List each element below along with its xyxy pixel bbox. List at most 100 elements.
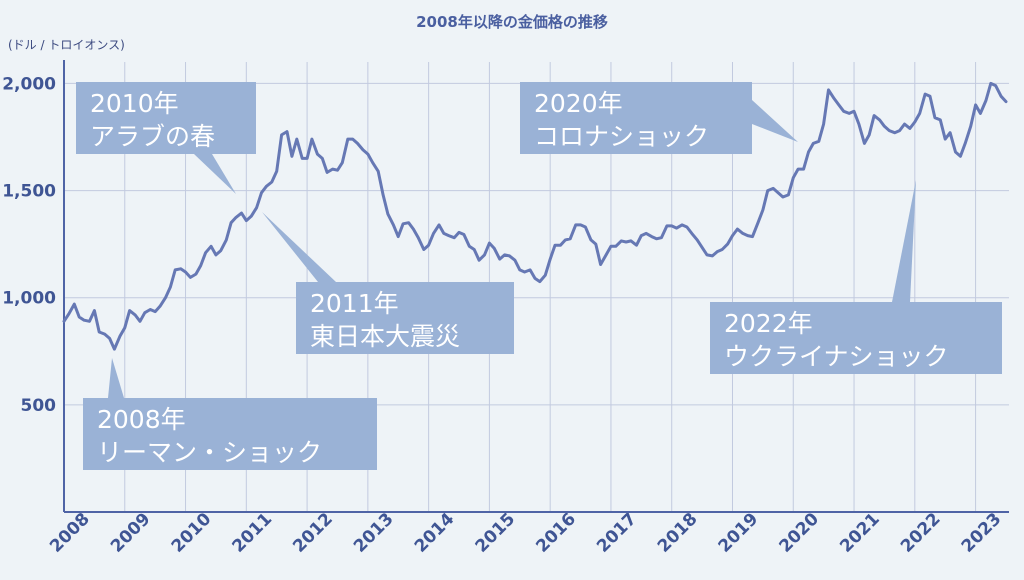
gold-price-point bbox=[979, 112, 982, 115]
axes bbox=[63, 60, 1009, 513]
x-tick-label: 2019 bbox=[715, 509, 763, 557]
gold-price-point bbox=[903, 122, 906, 126]
x-tick-label: 2009 bbox=[107, 509, 155, 557]
gold-price-point bbox=[462, 233, 466, 236]
gold-price-point bbox=[629, 239, 633, 243]
gold-price-point bbox=[589, 238, 593, 242]
x-tick-label: 2008 bbox=[46, 509, 94, 557]
gold-price-point bbox=[325, 171, 329, 174]
annotation-pointer bbox=[752, 100, 798, 142]
gold-price-point bbox=[108, 337, 111, 340]
gold-price-point bbox=[872, 114, 876, 117]
gold-price-point bbox=[711, 254, 714, 258]
gold-price-point bbox=[792, 176, 795, 179]
x-tick-label: 2015 bbox=[472, 509, 520, 557]
annotation-box bbox=[710, 302, 1002, 374]
gold-price-point bbox=[781, 195, 785, 199]
gold-price-point bbox=[741, 232, 744, 235]
gold-price-point bbox=[93, 309, 96, 312]
gold-price-point bbox=[103, 332, 106, 336]
gold-price-point bbox=[219, 249, 222, 252]
gold-price-point bbox=[67, 312, 71, 315]
gold-price-point bbox=[245, 219, 248, 222]
gold-price-point bbox=[584, 225, 587, 229]
gold-price-point bbox=[447, 234, 450, 237]
gold-price-point bbox=[377, 170, 380, 173]
gold-price-point bbox=[939, 118, 942, 122]
gold-price-point bbox=[453, 236, 456, 239]
gold-price-point bbox=[366, 152, 370, 156]
x-tick-label: 2022 bbox=[897, 509, 945, 557]
gold-price-point bbox=[842, 110, 845, 113]
gold-price-point bbox=[670, 224, 673, 228]
gold-price-point bbox=[655, 237, 658, 240]
y-tick-label: 1,000 bbox=[2, 289, 56, 309]
gold-price-point bbox=[984, 99, 988, 102]
x-tick-label: 2017 bbox=[593, 509, 641, 557]
x-tick-label: 2011 bbox=[229, 509, 277, 557]
gold-price-point bbox=[240, 211, 243, 215]
gold-price-point bbox=[857, 122, 861, 126]
gold-price-point bbox=[138, 320, 142, 323]
gold-price-point bbox=[852, 110, 856, 113]
gold-price-point bbox=[964, 142, 967, 145]
gold-price-point bbox=[523, 270, 526, 274]
x-tick-label: 2012 bbox=[289, 509, 337, 557]
annotation-pointer bbox=[194, 154, 236, 194]
gold-price-point bbox=[407, 221, 410, 224]
gold-price-point bbox=[928, 95, 932, 98]
gold-price-point bbox=[772, 187, 775, 190]
gold-price-point bbox=[214, 253, 218, 257]
gold-price-point bbox=[275, 170, 278, 173]
gold-price-point bbox=[898, 129, 901, 132]
x-tick-label: 2010 bbox=[168, 509, 216, 557]
gold-price-point bbox=[437, 223, 441, 227]
gold-price-point bbox=[569, 237, 572, 240]
gold-price-point bbox=[265, 185, 268, 188]
annotation-text: 2020年 bbox=[534, 89, 623, 118]
annotation-box bbox=[83, 398, 377, 470]
gold-price-point bbox=[432, 232, 435, 235]
gold-price-point bbox=[397, 235, 400, 238]
annotation-box bbox=[76, 82, 256, 154]
annotation-pointer bbox=[108, 358, 124, 398]
gold-price-point bbox=[974, 103, 977, 107]
gold-price-point bbox=[579, 223, 582, 227]
annotation-box bbox=[520, 82, 752, 154]
gold-price-point bbox=[827, 88, 830, 92]
gold-price-point bbox=[533, 277, 537, 280]
gold-price-point bbox=[665, 224, 669, 228]
gold-price-point bbox=[493, 247, 496, 250]
gold-price-point bbox=[118, 335, 122, 338]
x-tick-label: 2013 bbox=[350, 509, 398, 557]
gold-price-point bbox=[427, 244, 430, 247]
gold-price-point bbox=[62, 320, 66, 323]
annotation-text: 東日本大震災 bbox=[310, 322, 460, 351]
gold-price-point bbox=[73, 302, 76, 306]
gold-price-point bbox=[817, 140, 820, 143]
y-tick-label: 1,500 bbox=[2, 182, 56, 202]
gold-price-point bbox=[726, 242, 729, 246]
gold-price-point bbox=[645, 232, 648, 235]
gold-price-point bbox=[225, 238, 228, 242]
annotation-text: ウクライナショック bbox=[724, 342, 949, 371]
gold-price-point bbox=[234, 216, 238, 219]
gold-price-point bbox=[78, 315, 81, 319]
gold-price-point bbox=[310, 137, 314, 141]
gold-price-point bbox=[113, 347, 116, 351]
gold-price-point bbox=[721, 248, 724, 251]
annotation-text: 2008年 bbox=[97, 405, 186, 434]
x-tick-label: 2016 bbox=[532, 509, 580, 557]
gold-price-point bbox=[305, 157, 309, 160]
gold-price-point bbox=[149, 308, 152, 311]
annotation-text: 2010年 bbox=[90, 89, 179, 118]
gold-price-point bbox=[685, 225, 689, 229]
gold-price-point bbox=[599, 263, 602, 266]
gold-price-point bbox=[848, 112, 851, 115]
gold-price-point bbox=[969, 125, 972, 128]
price-line-layer bbox=[62, 81, 1008, 351]
